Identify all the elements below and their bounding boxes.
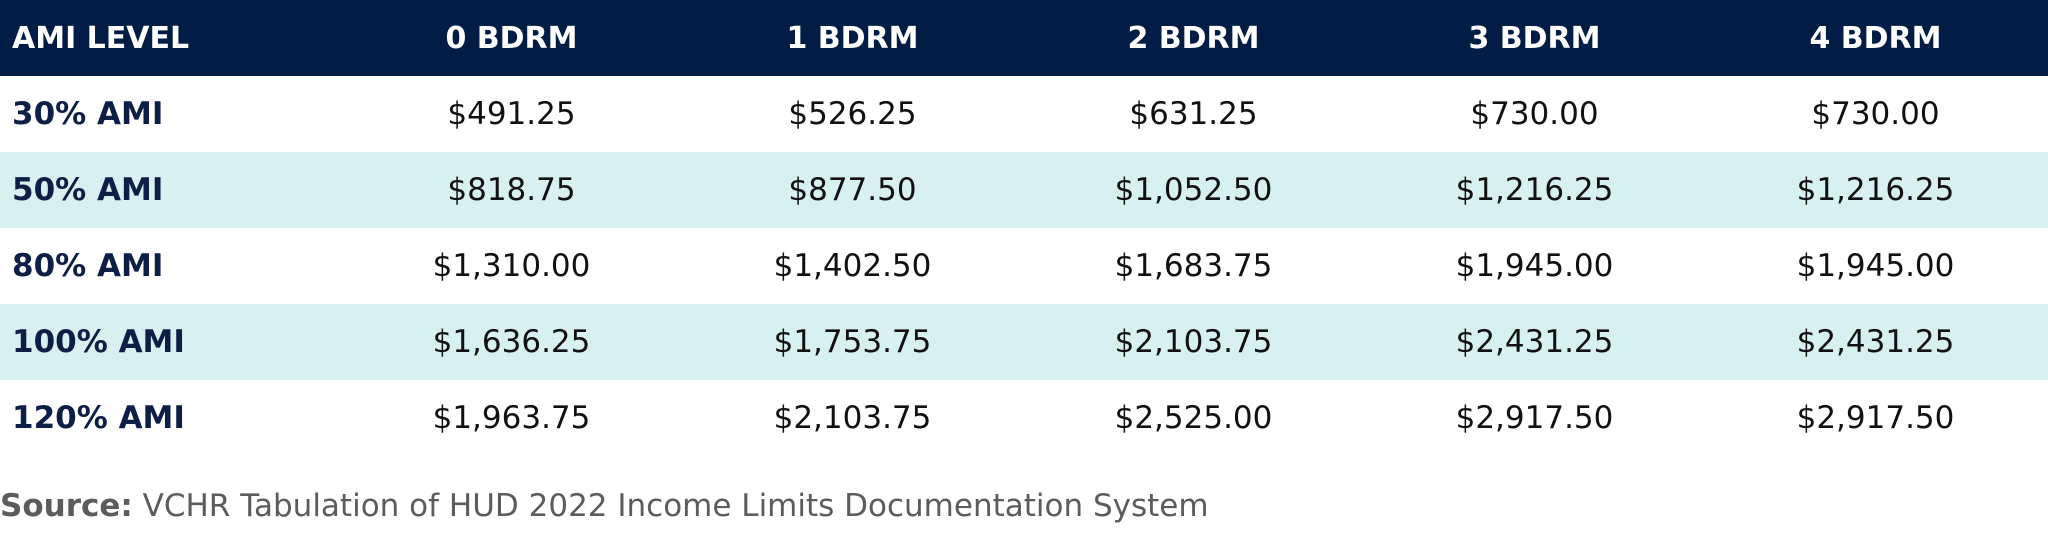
cell-4-bdrm: $730.00 (1811, 96, 1940, 132)
header-4-bdrm: 4 BDRM (1809, 20, 1942, 56)
header-2-bdrm: 2 BDRM (1127, 20, 1260, 56)
source-text: VCHR Tabulation of HUD 2022 Income Limit… (132, 488, 1209, 524)
table-row: 50% AMI $818.75 $877.50 $1,052.50 $1,216… (0, 152, 2048, 228)
cell-1-bdrm: $2,103.75 (773, 400, 932, 436)
row-ami-level: 30% AMI (12, 96, 164, 132)
cell-1-bdrm: $1,753.75 (773, 324, 932, 360)
cell-4-bdrm: $2,431.25 (1796, 324, 1955, 360)
cell-0-bdrm: $1,963.75 (432, 400, 591, 436)
cell-3-bdrm: $1,945.00 (1455, 248, 1614, 284)
row-ami-level: 80% AMI (12, 248, 164, 284)
header-0-bdrm: 0 BDRM (445, 20, 578, 56)
cell-4-bdrm: $1,216.25 (1796, 172, 1955, 208)
cell-1-bdrm: $526.25 (788, 96, 917, 132)
row-ami-level: 120% AMI (12, 400, 185, 436)
row-ami-level: 50% AMI (12, 172, 164, 208)
table-row: 100% AMI $1,636.25 $1,753.75 $2,103.75 $… (0, 304, 2048, 380)
header-3-bdrm: 3 BDRM (1468, 20, 1601, 56)
cell-0-bdrm: $1,310.00 (432, 248, 591, 284)
header-1-bdrm: 1 BDRM (786, 20, 919, 56)
cell-4-bdrm: $1,945.00 (1796, 248, 1955, 284)
ami-rent-table: AMI LEVEL 0 BDRM 1 BDRM 2 BDRM 3 BDRM 4 … (0, 0, 2048, 456)
cell-0-bdrm: $491.25 (447, 96, 576, 132)
table-header-row: AMI LEVEL 0 BDRM 1 BDRM 2 BDRM 3 BDRM 4 … (0, 0, 2048, 76)
table-row: 120% AMI $1,963.75 $2,103.75 $2,525.00 $… (0, 380, 2048, 456)
cell-0-bdrm: $818.75 (447, 172, 576, 208)
cell-2-bdrm: $1,052.50 (1114, 172, 1273, 208)
source-label: Source: (0, 488, 133, 524)
cell-2-bdrm: $2,103.75 (1114, 324, 1273, 360)
table-row: 30% AMI $491.25 $526.25 $631.25 $730.00 … (0, 76, 2048, 152)
cell-3-bdrm: $730.00 (1470, 96, 1599, 132)
cell-2-bdrm: $1,683.75 (1114, 248, 1273, 284)
cell-0-bdrm: $1,636.25 (432, 324, 591, 360)
cell-2-bdrm: $2,525.00 (1114, 400, 1273, 436)
cell-1-bdrm: $1,402.50 (773, 248, 932, 284)
cell-1-bdrm: $877.50 (788, 172, 917, 208)
source-note: Source: VCHR Tabulation of HUD 2022 Inco… (0, 488, 1209, 524)
header-ami-level: AMI LEVEL (12, 20, 190, 56)
table-row: 80% AMI $1,310.00 $1,402.50 $1,683.75 $1… (0, 228, 2048, 304)
cell-3-bdrm: $2,917.50 (1455, 400, 1614, 436)
cell-2-bdrm: $631.25 (1129, 96, 1258, 132)
cell-3-bdrm: $1,216.25 (1455, 172, 1614, 208)
cell-4-bdrm: $2,917.50 (1796, 400, 1955, 436)
row-ami-level: 100% AMI (12, 324, 185, 360)
cell-3-bdrm: $2,431.25 (1455, 324, 1614, 360)
